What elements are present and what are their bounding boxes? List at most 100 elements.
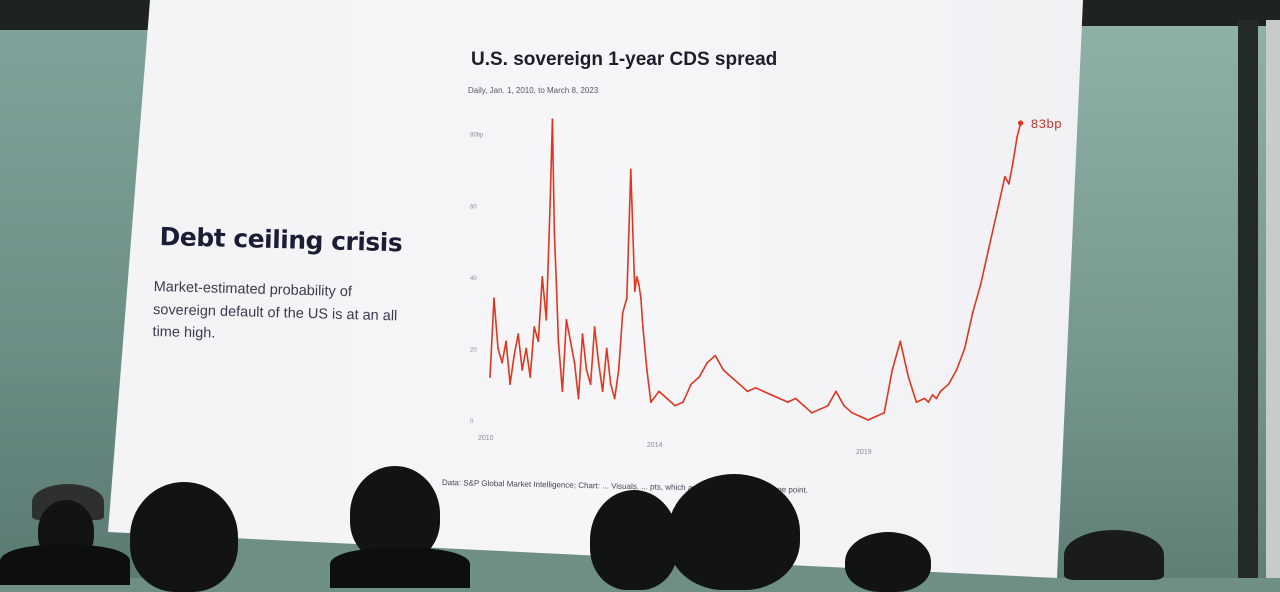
data-point <box>810 411 813 414</box>
data-point <box>505 340 507 343</box>
data-point <box>609 383 612 386</box>
data-point <box>1004 175 1006 178</box>
data-point <box>666 397 668 400</box>
data-point <box>533 326 536 328</box>
data-point <box>1016 136 1018 139</box>
data-point <box>947 383 950 386</box>
y-tick-label: 80bp <box>470 133 484 139</box>
data-point <box>641 326 644 328</box>
data-point <box>883 411 886 414</box>
y-tick-label: 40 <box>470 276 477 282</box>
data-point <box>645 369 648 371</box>
data-point <box>569 340 572 343</box>
data-point <box>738 383 741 386</box>
data-point <box>557 340 560 343</box>
data-point <box>549 197 552 200</box>
data-point <box>674 404 676 407</box>
data-point <box>899 340 902 343</box>
data-point <box>955 369 958 371</box>
window-frame-light <box>1266 20 1280 578</box>
x-tick-label: 2010 <box>478 435 494 442</box>
data-point <box>617 369 620 371</box>
data-point <box>489 376 491 378</box>
data-point <box>971 311 974 314</box>
chart-subtitle: Daily, Jan. 1, 2010, to March 8, 2023 <box>468 86 599 95</box>
data-point <box>658 390 660 393</box>
data-point <box>867 419 870 421</box>
audience-body <box>330 548 470 588</box>
data-point <box>891 369 894 371</box>
data-point <box>931 394 934 396</box>
data-point <box>927 401 930 404</box>
axis-layer: 0 20 40 60 80bp 2010 2014 2019 <box>470 133 872 456</box>
data-point <box>923 397 926 400</box>
data-point <box>1008 182 1010 185</box>
data-point <box>565 318 568 321</box>
y-tick-label: 60 <box>470 204 477 210</box>
data-point <box>629 168 632 171</box>
end-value-label: 83bp <box>1031 117 1062 132</box>
data-point <box>551 118 554 121</box>
data-point <box>573 361 576 364</box>
data-point <box>613 397 616 400</box>
data-point <box>875 415 878 418</box>
data-point <box>794 397 797 400</box>
cds-line-chart: 0 20 40 60 80bp 2010 2014 2019 83bp <box>470 117 1062 456</box>
data-point <box>778 397 781 400</box>
data-point <box>690 383 693 386</box>
data-point <box>493 297 495 300</box>
data-point <box>525 347 528 350</box>
data-point <box>633 290 636 293</box>
data-point <box>915 401 918 404</box>
data-point <box>698 376 701 378</box>
data-point <box>601 390 604 393</box>
projection-screen: Debt ceiling crisis Market-estimated pro… <box>108 0 1083 578</box>
data-point <box>605 347 608 350</box>
data-point <box>541 275 544 278</box>
data-point <box>770 394 773 396</box>
data-point <box>786 401 789 404</box>
data-point <box>597 361 600 364</box>
data-point <box>706 361 709 364</box>
data-point <box>501 361 503 364</box>
data-point <box>509 383 512 386</box>
audience-head <box>668 474 800 590</box>
data-point <box>827 404 829 407</box>
data-point <box>529 376 532 378</box>
data-point <box>650 401 652 404</box>
data-point <box>843 404 845 407</box>
data-point <box>995 211 998 214</box>
series-line-cds <box>489 118 1022 421</box>
audience-head <box>350 466 440 562</box>
data-point <box>963 347 966 350</box>
data-point <box>637 283 640 285</box>
end-point-marker <box>1017 120 1024 126</box>
window-frame <box>1238 20 1258 578</box>
data-point <box>581 333 584 336</box>
data-point <box>1012 161 1014 164</box>
data-point <box>714 354 717 357</box>
data-point <box>730 376 733 378</box>
y-tick-label: 0 <box>470 419 474 425</box>
audience-head <box>845 532 931 592</box>
data-point <box>907 376 910 378</box>
data-point <box>762 390 765 393</box>
chart-title: U.S. sovereign 1-year CDS spread <box>471 49 778 70</box>
data-point <box>935 397 938 400</box>
data-point <box>979 283 982 285</box>
data-point <box>555 283 558 285</box>
audience-head <box>130 482 238 592</box>
data-point <box>754 386 757 389</box>
data-point <box>639 297 642 300</box>
data-point <box>497 347 499 350</box>
data-point <box>682 401 684 404</box>
x-tick-label: 2014 <box>647 442 663 449</box>
data-point <box>545 318 548 321</box>
data-point <box>635 275 638 278</box>
y-tick-label: 20 <box>470 347 477 353</box>
data-point <box>585 369 588 371</box>
audience-cap <box>1064 530 1164 580</box>
data-point <box>513 354 516 357</box>
data-point <box>818 408 821 411</box>
data-point <box>939 390 942 393</box>
